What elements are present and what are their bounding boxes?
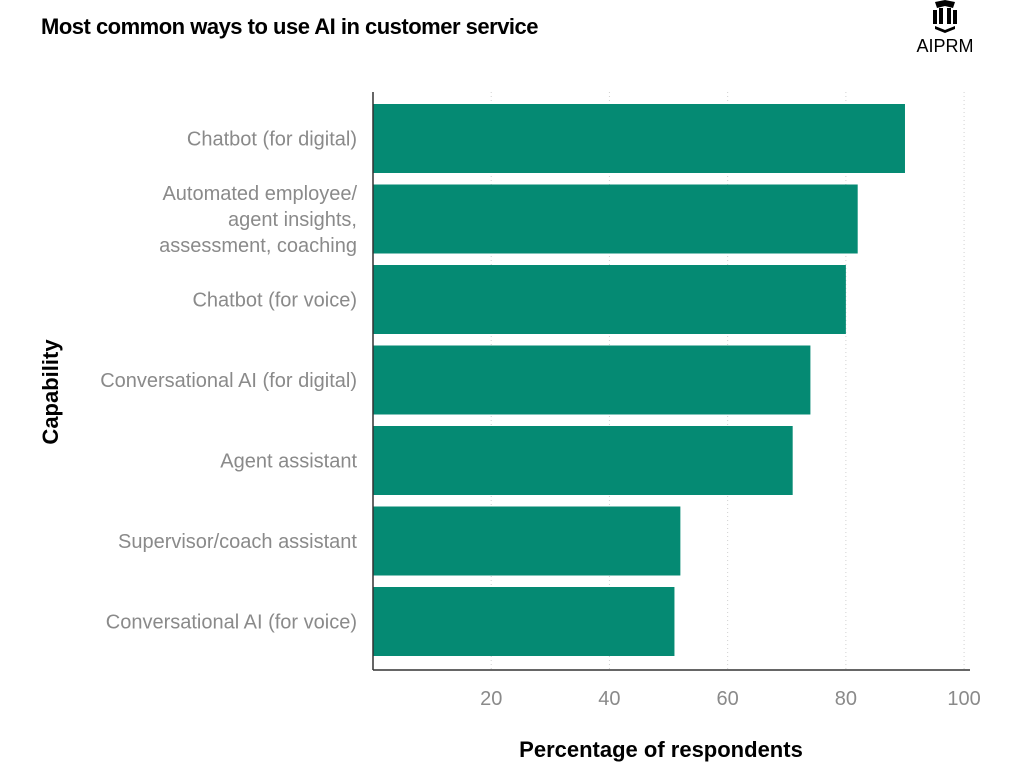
category-label: Agent assistant	[220, 451, 357, 473]
x-tick-label: 100	[947, 688, 980, 710]
bar	[373, 345, 811, 415]
x-tick-label: 60	[717, 688, 739, 710]
bar	[373, 587, 675, 656]
chart-title: Most common ways to use AI in customer s…	[41, 14, 539, 39]
bar	[373, 104, 905, 173]
category-label: Conversational AI (for voice)	[106, 612, 357, 634]
x-tick-label: 20	[480, 688, 502, 710]
bar	[373, 506, 681, 576]
category-label: Chatbot (for digital)	[187, 129, 357, 151]
aiprm-logo: AIPRM	[905, 0, 985, 60]
x-tick-label: 80	[835, 688, 857, 710]
bar	[373, 184, 858, 254]
category-label: agent insights,	[228, 209, 357, 231]
brand-name: AIPRM	[916, 36, 974, 56]
bar	[373, 265, 846, 334]
category-label: assessment, coaching	[159, 235, 357, 257]
x-axis-title: Percentage of respondents	[519, 737, 803, 762]
category-label: Automated employee/	[162, 183, 357, 205]
brain-icon	[933, 0, 957, 33]
bar	[373, 426, 793, 495]
y-axis-title: Capability	[38, 339, 63, 445]
x-tick-label: 40	[598, 688, 620, 710]
category-label: Chatbot (for voice)	[192, 290, 357, 312]
category-label: Supervisor/coach assistant	[118, 531, 357, 553]
category-label: Conversational AI (for digital)	[100, 370, 357, 392]
